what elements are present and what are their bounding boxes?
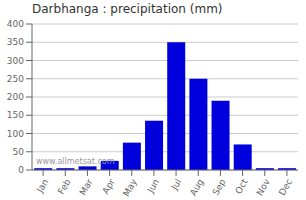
svg-text:Jan: Jan xyxy=(34,177,50,195)
svg-text:May: May xyxy=(121,177,139,199)
svg-text:350: 350 xyxy=(8,37,24,47)
svg-text:Sep: Sep xyxy=(211,177,228,197)
svg-text:250: 250 xyxy=(8,74,24,84)
svg-text:Jul: Jul xyxy=(169,177,184,192)
svg-text:100: 100 xyxy=(8,129,24,139)
svg-text:50: 50 xyxy=(13,147,25,157)
svg-text:150: 150 xyxy=(8,110,24,120)
svg-text:Aug: Aug xyxy=(188,177,205,197)
svg-text:Feb: Feb xyxy=(56,177,73,196)
svg-text:Mar: Mar xyxy=(78,177,95,197)
svg-text:Oct: Oct xyxy=(233,177,250,196)
svg-text:300: 300 xyxy=(8,56,24,66)
svg-text:Nov: Nov xyxy=(255,177,273,198)
html-text:www.allmetsat.com: www.allmetsat.com xyxy=(36,157,115,166)
svg-text:200: 200 xyxy=(8,92,24,102)
svg-text:Dec: Dec xyxy=(277,177,294,197)
svg-text:400: 400 xyxy=(8,19,24,29)
svg-text:0: 0 xyxy=(18,165,24,175)
svg-text:Jun: Jun xyxy=(145,177,161,195)
svg-text:Apr: Apr xyxy=(100,177,117,196)
html-text:Darbhanga : precipitation (mm): Darbhanga : precipitation (mm) xyxy=(32,2,223,16)
